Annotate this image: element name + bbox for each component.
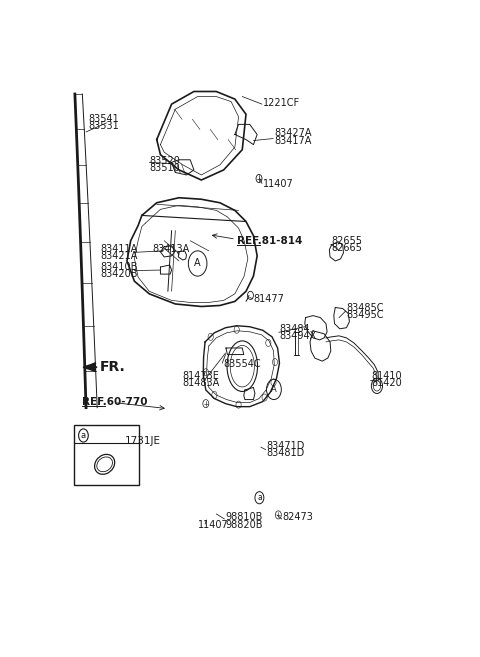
Text: a: a	[81, 431, 86, 440]
Text: 83541: 83541	[88, 114, 119, 124]
Text: 83471D: 83471D	[266, 441, 305, 451]
Text: 83427A: 83427A	[274, 129, 312, 139]
Text: 83413A: 83413A	[152, 244, 190, 254]
Text: 83485C: 83485C	[347, 302, 384, 313]
Text: 83411A: 83411A	[100, 244, 137, 254]
Text: 81473E: 81473E	[183, 371, 220, 381]
Text: 81477: 81477	[253, 294, 284, 304]
Text: 1221CF: 1221CF	[263, 98, 300, 108]
Text: 83510: 83510	[149, 163, 180, 173]
Text: 81420: 81420	[371, 378, 402, 388]
Text: 83421A: 83421A	[100, 251, 138, 261]
Text: 81483A: 81483A	[183, 378, 220, 388]
Text: 11407: 11407	[263, 179, 293, 189]
Text: 81410: 81410	[371, 371, 402, 381]
Text: REF.60-770: REF.60-770	[83, 397, 148, 407]
Text: 83495C: 83495C	[347, 309, 384, 319]
Text: A: A	[194, 258, 201, 269]
Text: 83420B: 83420B	[100, 269, 138, 279]
Text: A: A	[271, 385, 277, 394]
Text: 83410B: 83410B	[100, 262, 138, 272]
Text: 1731JE: 1731JE	[125, 436, 161, 445]
Polygon shape	[83, 363, 96, 371]
Text: 83554C: 83554C	[223, 359, 261, 369]
Text: 83520: 83520	[149, 156, 180, 166]
Text: 83531: 83531	[88, 122, 119, 131]
Text: 83481D: 83481D	[266, 448, 305, 458]
Text: 82473: 82473	[282, 512, 313, 522]
Text: FR.: FR.	[100, 360, 126, 374]
Text: 83417A: 83417A	[274, 135, 311, 146]
Text: REF.81-814: REF.81-814	[237, 236, 302, 246]
FancyBboxPatch shape	[74, 425, 139, 485]
Text: 98820B: 98820B	[225, 520, 263, 530]
Text: 11407: 11407	[198, 520, 228, 530]
Text: 82655: 82655	[332, 236, 362, 246]
Text: 98810B: 98810B	[225, 512, 263, 522]
Text: 83494X: 83494X	[279, 331, 317, 341]
Text: a: a	[257, 493, 262, 502]
Text: 83484: 83484	[279, 324, 310, 334]
Text: 82665: 82665	[332, 243, 362, 253]
